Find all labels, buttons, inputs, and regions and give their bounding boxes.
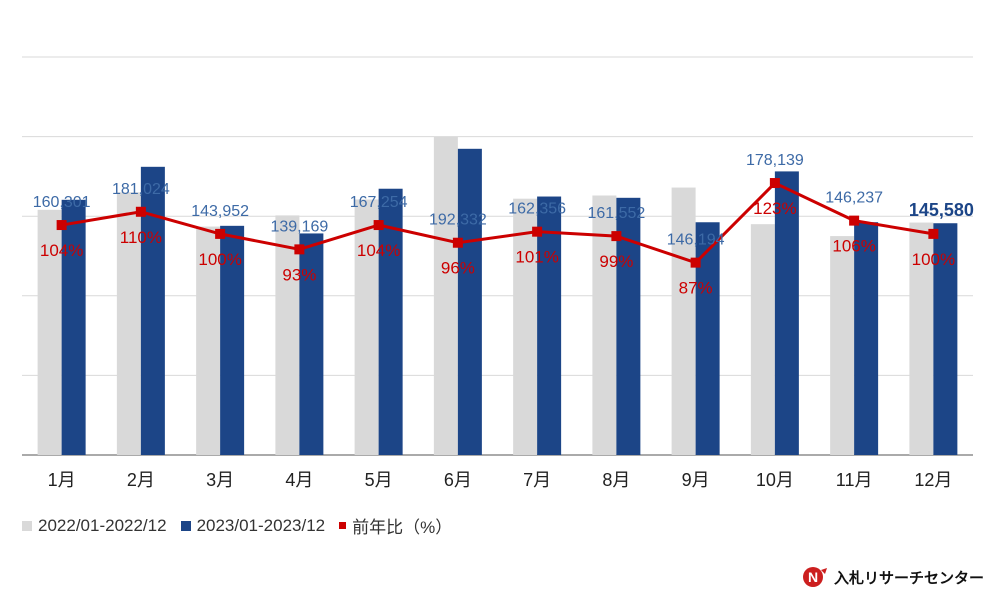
bar-2023-10	[774, 171, 799, 455]
x-tick-label: 11月	[836, 470, 873, 490]
ratio-label: 87%	[679, 279, 713, 298]
x-tick-label: 1月	[48, 470, 76, 490]
legend-swatch-2023	[180, 520, 191, 531]
bar-2023-12	[933, 223, 958, 455]
ratio-label: 106%	[832, 237, 875, 256]
ratio-label: 104%	[357, 241, 400, 260]
value-label: 143,952	[191, 203, 249, 220]
x-tick-label: 8月	[602, 470, 630, 490]
value-label: 146,237	[825, 190, 883, 207]
ratio-label: 96%	[441, 259, 475, 278]
legend-item-ratio[interactable]: 前年比（%）	[339, 513, 452, 538]
bar-2022-12	[909, 222, 934, 455]
legend: 2022/01-2022/12 2023/01-2023/12 前年比（%）	[22, 513, 466, 538]
legend-label-ratio: 前年比（%）	[352, 518, 453, 537]
ratio-point-4	[294, 244, 305, 255]
value-label: 139,169	[270, 218, 328, 235]
ratio-point-7	[532, 226, 543, 237]
svg-text:N: N	[808, 569, 818, 585]
ratio-point-2	[135, 206, 146, 217]
ratio-label: 99%	[599, 252, 633, 271]
legend-label-2022: 2022/01-2022/12	[38, 515, 167, 535]
x-tick-label: 10月	[756, 470, 794, 490]
bar-2023-4	[299, 233, 324, 455]
bar-2022-4	[275, 215, 300, 455]
value-label: 192,332	[429, 212, 487, 229]
bar-2023-7	[537, 196, 562, 456]
bar-2022-5	[354, 199, 379, 455]
x-tick-label: 6月	[444, 470, 472, 490]
bar-2022-2	[116, 192, 141, 455]
ratio-label: 110%	[120, 228, 162, 247]
bar-2022-3	[196, 226, 221, 455]
logo-text: 入札リサーチセンター	[833, 569, 984, 587]
x-tick-label: 5月	[365, 470, 393, 490]
ratio-line	[61, 181, 934, 265]
value-label: 161,552	[587, 205, 645, 222]
bar-2022-1	[37, 209, 62, 455]
ratio-label: 101%	[515, 248, 558, 267]
ratio-label: 100%	[198, 250, 241, 269]
bar-2023-5	[378, 188, 403, 455]
x-tick-label: 2月	[127, 470, 155, 490]
bar-2022-9	[671, 187, 696, 455]
ratio-point-12	[928, 228, 939, 239]
value-label: 181,024	[112, 181, 170, 198]
legend-swatch-2022	[22, 520, 32, 531]
value-label: 178,139	[746, 152, 804, 169]
value-label: 162,356	[508, 201, 566, 218]
bar-2022-10	[750, 224, 775, 455]
bar-2022-6	[433, 136, 458, 455]
ratio-point-1	[56, 220, 67, 231]
value-label: 167,254	[350, 194, 408, 211]
bar-2023-3	[220, 225, 245, 455]
x-tick-label: 4月	[285, 470, 313, 490]
bar-2023-11	[854, 222, 879, 455]
ratio-point-5	[373, 220, 384, 231]
ratio-label: 123%	[753, 199, 796, 218]
bar-2023-1	[61, 199, 86, 455]
ratio-point-6	[452, 237, 463, 248]
value-label: 146,194	[667, 232, 725, 249]
ratio-point-9	[690, 257, 701, 268]
ratio-point-8	[611, 231, 622, 242]
bar-2023-6	[457, 148, 482, 456]
value-label: 145,580	[909, 200, 974, 220]
ratio-point-10	[769, 178, 780, 189]
legend-swatch-ratio	[339, 522, 347, 529]
ratio-label: 104%	[40, 241, 83, 260]
legend-item-2023[interactable]: 2023/01-2023/12	[180, 515, 326, 536]
x-tick-label: 12月	[914, 470, 952, 490]
ratio-label: 100%	[912, 250, 955, 269]
ratio-point-3	[215, 228, 226, 239]
x-tick-label: 9月	[682, 470, 710, 490]
logo-mark-icon: N	[802, 567, 827, 587]
brand-logo: N 入札リサーチセンター	[802, 566, 984, 588]
ratio-label: 93%	[282, 265, 316, 284]
x-tick-label: 7月	[523, 470, 551, 490]
bar-2022-7	[513, 198, 538, 456]
bar-2022-11	[830, 236, 855, 455]
ratio-point-11	[849, 215, 860, 226]
legend-label-2023: 2023/01-2023/12	[196, 515, 326, 535]
x-tick-label: 3月	[206, 470, 234, 490]
value-label: 160,301	[33, 194, 91, 211]
legend-item-2022[interactable]: 2022/01-2022/12	[22, 516, 167, 536]
